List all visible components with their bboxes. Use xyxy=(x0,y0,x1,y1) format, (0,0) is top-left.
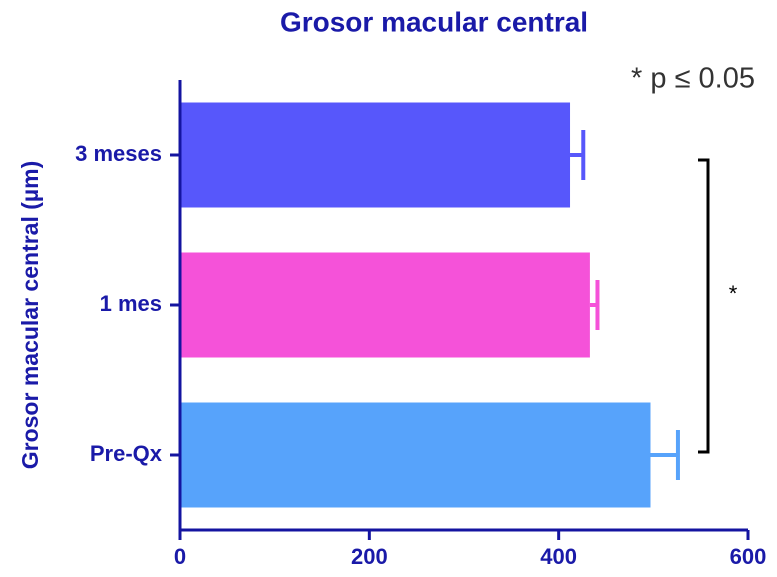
error-bar xyxy=(650,430,680,480)
significance-bracket xyxy=(698,158,710,454)
x-tick-label: 600 xyxy=(730,544,767,569)
bar xyxy=(180,252,590,358)
error-bar xyxy=(589,280,600,330)
bar xyxy=(180,402,651,508)
chart-title: Grosor macular central xyxy=(280,6,588,37)
y-tick-label: 1 mes xyxy=(100,291,162,316)
y-tick-label: Pre-Qx xyxy=(90,441,163,466)
y-axis-label: Grosor macular central (µm) xyxy=(17,161,43,470)
x-tick-label: 200 xyxy=(351,544,388,569)
bar xyxy=(180,102,571,208)
x-tick-label: 400 xyxy=(540,544,577,569)
error-bar xyxy=(570,130,586,180)
y-tick-label: 3 meses xyxy=(75,141,162,166)
annotation: * xyxy=(729,281,738,306)
annotation: * p ≤ 0.05 xyxy=(631,63,755,95)
x-tick-label: 0 xyxy=(174,544,186,569)
